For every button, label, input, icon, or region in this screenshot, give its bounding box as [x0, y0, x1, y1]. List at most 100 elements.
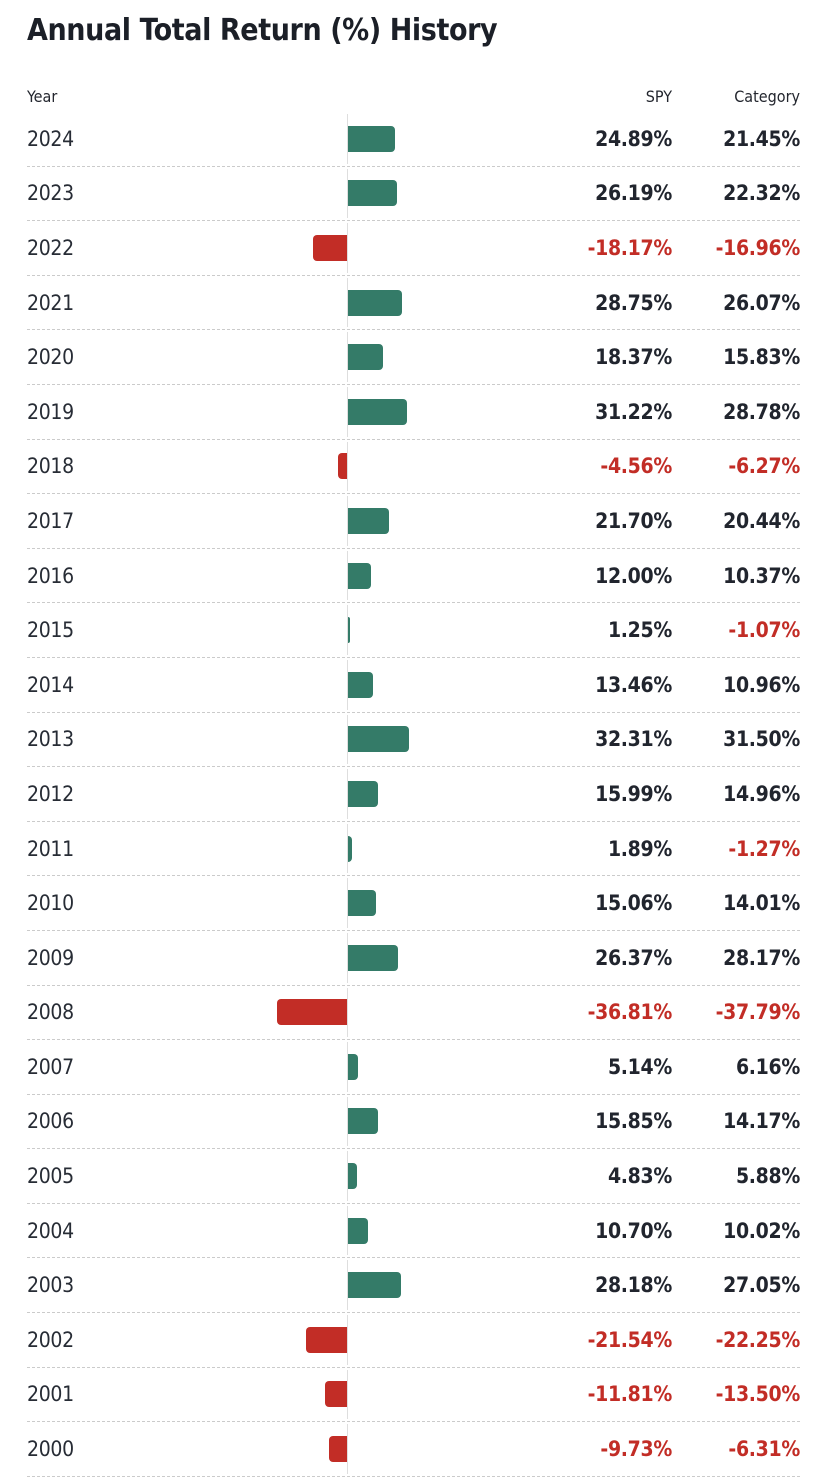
return-bar [348, 617, 351, 644]
bar-area [275, 385, 445, 439]
spy-value: 12.00% [595, 563, 672, 588]
zero-axis-line [347, 932, 348, 983]
spy-value: 28.18% [595, 1273, 672, 1298]
zero-axis-line [347, 223, 348, 273]
spy-value: 4.83% [607, 1164, 672, 1189]
zero-axis-line [347, 1424, 348, 1474]
year-label: 2011 [27, 836, 74, 861]
category-value: 27.05% [723, 1273, 800, 1298]
spy-value: 24.89% [595, 126, 672, 151]
year-label: 2007 [27, 1054, 74, 1079]
zero-axis-line [347, 1096, 348, 1147]
table-row: 2004 10.70% 10.02% [27, 1204, 800, 1259]
spy-value: 21.70% [595, 508, 672, 533]
year-label: 2023 [27, 181, 74, 206]
year-label: 2001 [27, 1382, 74, 1407]
year-label: 2024 [27, 126, 74, 151]
zero-axis-line [347, 769, 348, 819]
table-row: 2010 15.06% 14.01% [27, 876, 800, 931]
table-row: 2012 15.99% 14.96% [27, 767, 800, 822]
table-row: 2014 13.46% 10.96% [27, 658, 800, 713]
category-value: 28.17% [723, 945, 800, 970]
zero-axis-line [347, 714, 348, 765]
bar-area [275, 876, 445, 930]
zero-axis-line [347, 1369, 348, 1420]
return-bar [312, 234, 347, 261]
category-value: -13.50% [715, 1382, 801, 1407]
col-header-spy: SPY [645, 87, 672, 106]
zero-axis-line [347, 1315, 348, 1365]
bar-area [275, 1258, 445, 1312]
zero-axis-line [347, 1042, 348, 1092]
year-label: 2018 [27, 454, 74, 479]
category-value: 31.50% [723, 727, 800, 752]
return-bar [348, 289, 403, 316]
return-bar [348, 726, 410, 753]
spy-value: 32.31% [595, 727, 672, 752]
spy-value: 5.14% [607, 1054, 672, 1079]
page-title: Annual Total Return (%) History [27, 13, 498, 48]
category-value: -1.07% [728, 618, 800, 643]
spy-value: 28.75% [595, 290, 672, 315]
year-label: 2016 [27, 563, 74, 588]
return-bar [348, 671, 374, 698]
return-bar [348, 780, 379, 807]
return-bar [348, 1053, 358, 1080]
category-value: 22.32% [723, 181, 800, 206]
bar-area [275, 549, 445, 603]
table-row: 2013 32.31% 31.50% [27, 713, 800, 768]
bar-area [275, 276, 445, 330]
zero-axis-line [347, 496, 348, 546]
table-row: 2023 26.19% 22.32% [27, 167, 800, 222]
spy-value: 15.85% [595, 1109, 672, 1134]
category-value: -37.79% [715, 1000, 801, 1025]
year-label: 2017 [27, 508, 74, 533]
year-label: 2015 [27, 618, 74, 643]
return-bar [348, 1108, 378, 1135]
bar-area [275, 1149, 445, 1203]
table-row: 2020 18.37% 15.83% [27, 330, 800, 385]
return-bar [348, 507, 389, 534]
category-value: 14.17% [723, 1109, 800, 1134]
category-value: -22.25% [715, 1327, 801, 1352]
bar-area [275, 931, 445, 985]
category-value: 10.96% [723, 672, 800, 697]
spy-value: 10.70% [595, 1218, 672, 1243]
zero-axis-line [347, 823, 348, 874]
category-value: -1.27% [728, 836, 800, 861]
table-row: 2019 31.22% 28.78% [27, 385, 800, 440]
zero-axis-line [347, 550, 348, 601]
return-bar [348, 562, 371, 589]
return-bar [348, 944, 398, 971]
category-value: 14.01% [723, 891, 800, 916]
bar-area [275, 330, 445, 384]
category-value: 10.02% [723, 1218, 800, 1243]
zero-axis-line [347, 987, 348, 1038]
zero-axis-line [347, 386, 348, 437]
category-value: 14.96% [723, 781, 800, 806]
bar-area [275, 1095, 445, 1149]
return-bar [324, 1381, 347, 1408]
zero-axis-line [347, 441, 348, 492]
category-value: 28.78% [723, 399, 800, 424]
zero-axis-line [347, 1260, 348, 1311]
year-label: 2009 [27, 945, 74, 970]
spy-value: 15.99% [595, 781, 672, 806]
table-row: 2011 1.89% -1.27% [27, 822, 800, 877]
category-value: 10.37% [723, 563, 800, 588]
bar-area [275, 713, 445, 767]
spy-value: 13.46% [595, 672, 672, 697]
return-bar [306, 1326, 347, 1353]
bar-area [275, 494, 445, 548]
spy-value: 18.37% [595, 345, 672, 370]
zero-axis-line [347, 878, 348, 928]
spy-value: -36.81% [587, 1000, 673, 1025]
category-value: 5.88% [735, 1164, 800, 1189]
spy-value: 15.06% [595, 891, 672, 916]
category-value: -6.27% [728, 454, 800, 479]
table-row: 2009 26.37% 28.17% [27, 931, 800, 986]
bar-area [275, 112, 445, 166]
return-bar [348, 1163, 358, 1190]
return-bar [348, 398, 407, 425]
bar-area [275, 986, 445, 1040]
